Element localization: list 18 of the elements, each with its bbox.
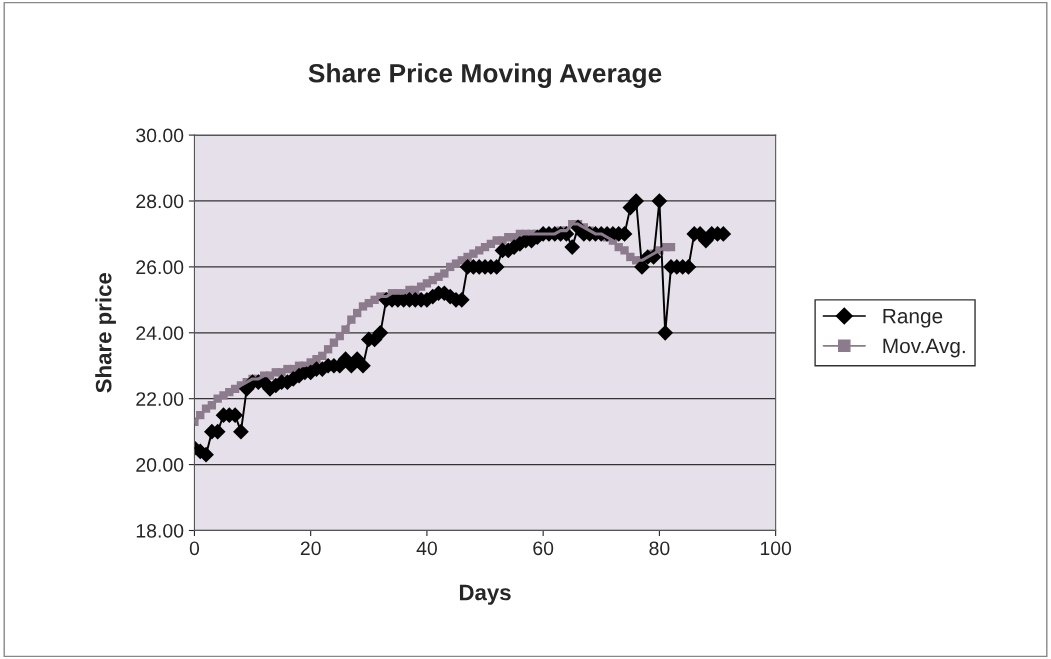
- y-tick-label: 30.00: [136, 128, 184, 143]
- y-tick-label: 22.00: [136, 392, 184, 406]
- x-tick-label: 60: [533, 541, 554, 556]
- legend-label: Mov.Avg.: [883, 338, 965, 358]
- y-tick-label: 26.00: [136, 260, 184, 275]
- x-axis-title: Days: [459, 584, 511, 605]
- y-tick-label: 20.00: [136, 458, 184, 472]
- chart-title: Share Price Moving Average: [308, 63, 662, 88]
- x-tick-label: 20: [300, 541, 321, 556]
- x-tick-label: 0: [189, 541, 200, 556]
- y-axis-title: Share price: [95, 273, 116, 393]
- y-tick-label: 18.00: [136, 523, 184, 538]
- x-tick-label: 40: [416, 541, 437, 556]
- y-tick-label: 28.00: [136, 194, 184, 209]
- x-tick-label: 80: [649, 541, 670, 556]
- legend-label: Range: [883, 308, 943, 328]
- y-tick-label: 24.00: [136, 326, 184, 341]
- x-tick-label: 100: [760, 541, 792, 556]
